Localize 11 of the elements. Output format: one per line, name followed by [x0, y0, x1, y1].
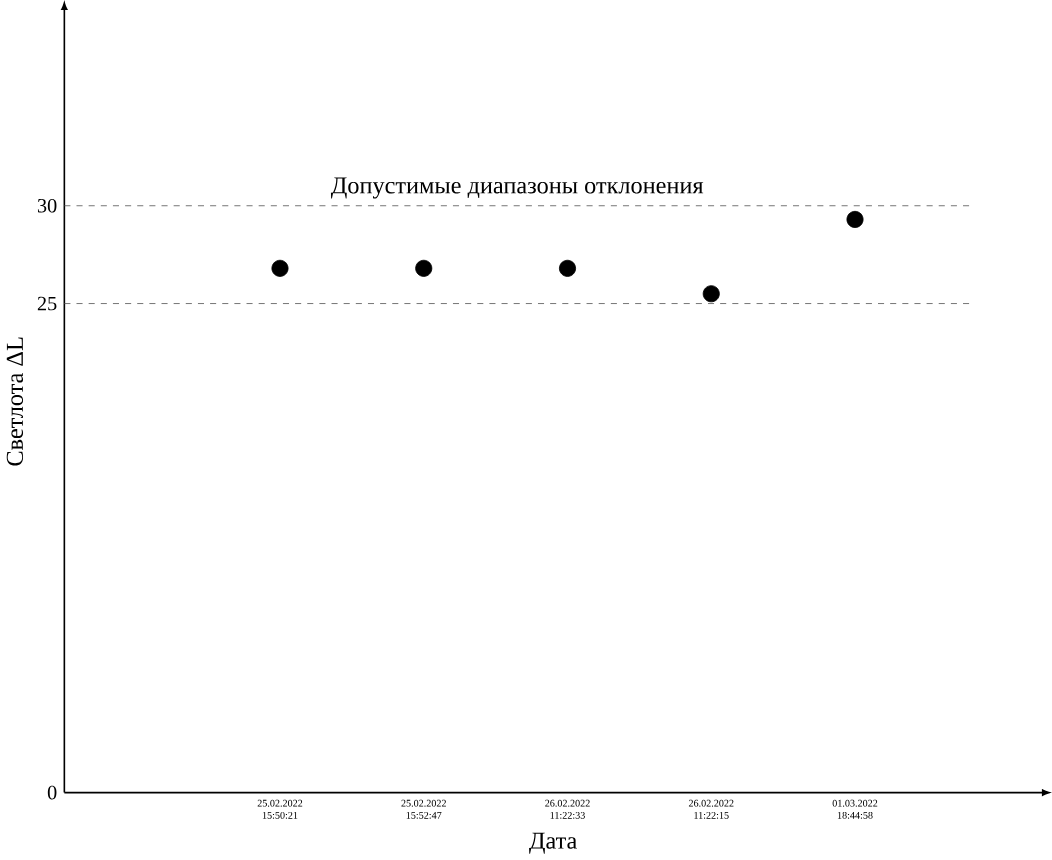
point — [702, 285, 720, 303]
point — [271, 259, 289, 277]
point — [415, 259, 433, 277]
annotation: Допустимые диапазоны отклонения — [330, 177, 704, 199]
x-axis-title: Дата — [529, 832, 577, 854]
point — [846, 210, 864, 228]
y-axis-title: Светлота ΔL — [6, 337, 24, 466]
y-tick-label: 25 — [37, 296, 57, 311]
point — [558, 259, 577, 277]
y-tick-label: 0 — [47, 785, 57, 800]
y-tick-label: 30 — [37, 198, 57, 213]
